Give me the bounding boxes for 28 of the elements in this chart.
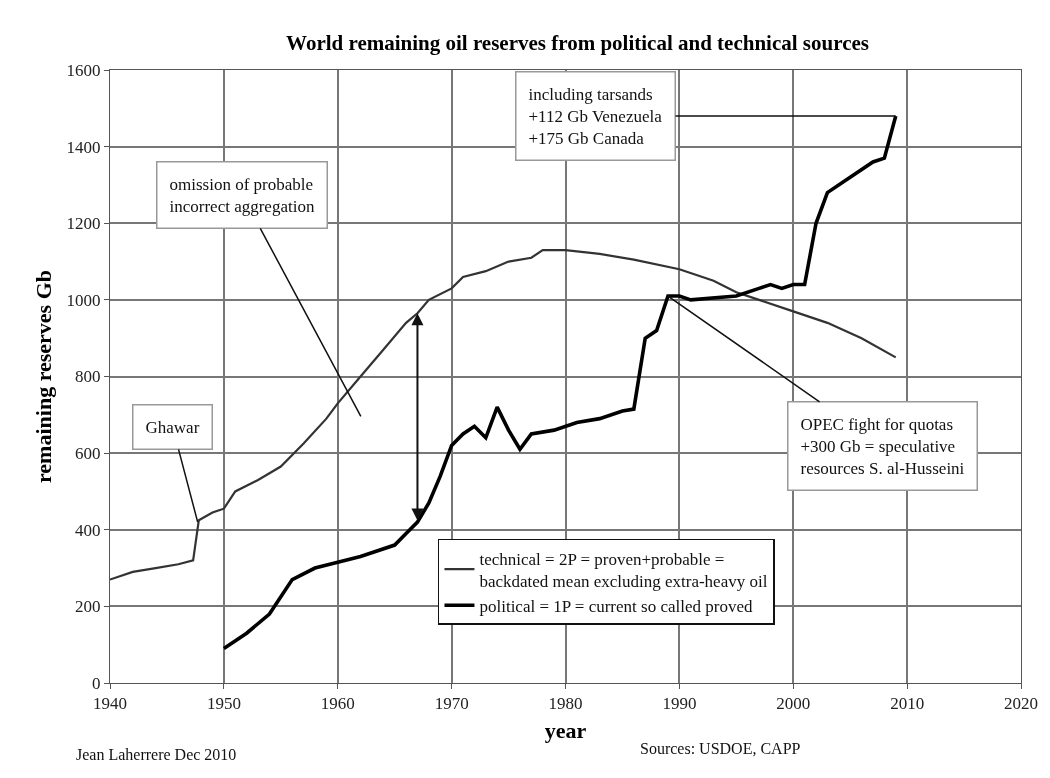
- y-tick-label: 1200: [66, 214, 101, 234]
- x-tick-label: 2020: [1004, 694, 1038, 714]
- chart-title: World remaining oil reserves from political and technical sources: [286, 30, 869, 55]
- y-tick-label: 600: [75, 444, 101, 464]
- y-tick-label: 200: [75, 597, 101, 617]
- x-tick-label: 1940: [93, 694, 127, 714]
- legend-label: political = 1P = current so called proved: [479, 596, 753, 616]
- annotation: omission of probable incorrect aggregation: [169, 174, 315, 216]
- x-tick-label: 1950: [206, 694, 241, 714]
- x-tick-label: 2000: [776, 694, 811, 714]
- y-tick-label: 1600: [66, 60, 101, 80]
- y-tick-label: 800: [75, 367, 101, 387]
- x-tick-label: 1990: [662, 694, 697, 714]
- y-axis-title: remaining reserves Gb: [31, 269, 57, 484]
- x-tick-label: 2010: [890, 694, 925, 714]
- y-tick-label: 1000: [66, 290, 101, 310]
- annotation: including tarsands +112 Gb Venezuela +175 Gb Canada: [528, 84, 663, 148]
- x-tick-label: 1980: [548, 694, 583, 714]
- x-tick-label: 1970: [434, 694, 469, 714]
- y-tick-label: 1400: [66, 137, 101, 157]
- x-axis-title: year: [544, 718, 587, 744]
- source-note: Sources: USDOE, CAPP: [640, 740, 801, 757]
- text: Jean Laherrere Dec 2010: [76, 746, 237, 763]
- x-tick-label: 1960: [320, 694, 355, 714]
- y-tick-label: 0: [92, 673, 101, 693]
- annotation: Ghawar: [145, 417, 200, 437]
- annotation: OPEC fight for quotas +300 Gb = speculative resources S. al-Husseini: [800, 414, 965, 478]
- y-tick-label: 400: [75, 520, 101, 540]
